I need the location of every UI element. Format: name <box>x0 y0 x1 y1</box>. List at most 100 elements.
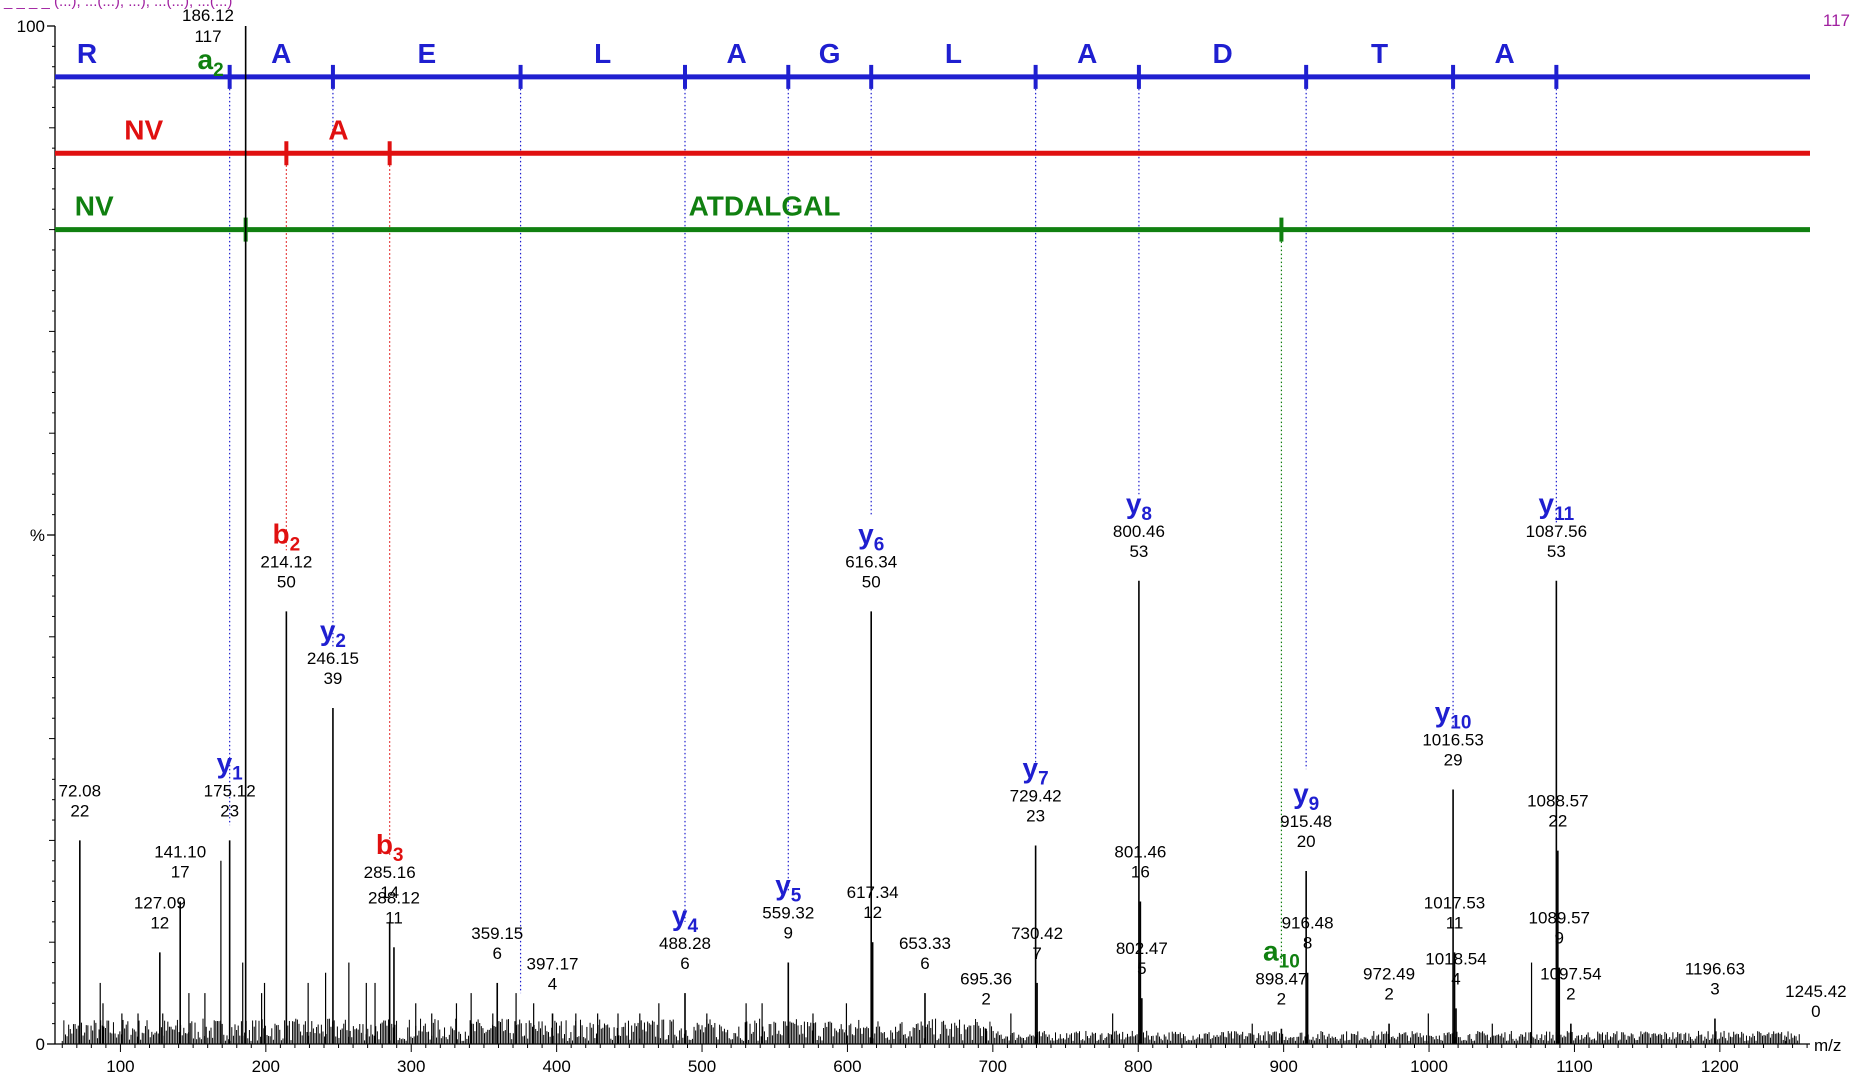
x-tick-label: 900 <box>1269 1057 1297 1073</box>
peak-mz-label: 285.16 <box>364 863 416 882</box>
peak-intensity-label: 4 <box>1451 969 1460 988</box>
residue-label: R <box>77 38 97 69</box>
peak-mz-label: 801.46 <box>1114 842 1166 861</box>
peak-intensity-label: 23 <box>220 801 239 820</box>
ion-label-y6-letter: y <box>858 518 874 549</box>
peak-intensity-label: 6 <box>493 944 502 963</box>
ion-label-y2-subscript: 2 <box>335 631 346 652</box>
ion-label-b3: b3 <box>376 829 404 866</box>
x-tick-label: 400 <box>542 1057 570 1073</box>
ion-label-y11: y11 <box>1539 488 1575 525</box>
ion-label-y5: y5 <box>775 870 802 907</box>
ion-label-a2: a2 <box>198 44 224 81</box>
peak-mz-label: 1097.54 <box>1540 965 1601 984</box>
peak-mz-label: 695.36 <box>960 970 1012 989</box>
ion-label-y7-letter: y <box>1023 752 1039 783</box>
peak-mz-label: 1089.57 <box>1529 909 1590 928</box>
residue-label: A <box>271 38 291 69</box>
x-tick-label: 700 <box>979 1057 1007 1073</box>
peak-mz-label: 729.42 <box>1010 786 1062 805</box>
residue-label: A <box>1495 38 1515 69</box>
sequence-lines: R A E L A G L A D T A NV A NV ATDALGAL a2 <box>55 38 1810 242</box>
ion-label-y10-subscript: 10 <box>1450 713 1471 734</box>
ion-label-y4-letter: y <box>672 900 688 931</box>
peak-mz-label: 141.10 <box>154 842 206 861</box>
peak-intensity-label: 8 <box>1303 934 1312 953</box>
peak-mz-label: 175.12 <box>204 781 256 800</box>
peak-intensity-label: 22 <box>1548 812 1567 831</box>
residue-label: T <box>1371 38 1388 69</box>
y-tick-label: % <box>30 526 45 545</box>
peak-mz-label: 1016.53 <box>1422 731 1483 750</box>
peak-intensity-label: 11 <box>1446 913 1464 932</box>
spectrum-peaks <box>61 26 1800 1044</box>
peak-mz-label: 616.34 <box>845 552 897 571</box>
x-tick-label: 500 <box>688 1057 716 1073</box>
peak-mz-label: 214.12 <box>260 552 312 571</box>
peak-mz-label: 915.48 <box>1280 812 1332 831</box>
peak-mz-label: 653.33 <box>899 934 951 953</box>
ion-label-a2-letter: a <box>198 44 214 75</box>
residue-label: ATDALGAL <box>689 191 841 222</box>
ion-label-y1-subscript: 1 <box>232 763 243 784</box>
ion-label-b2: b2 <box>273 518 301 555</box>
header-top-left: _ _ _ _ (...), ...(...), ...), ...(...),… <box>3 0 232 10</box>
ion-label-y5-letter: y <box>775 870 791 901</box>
residue-label: A <box>727 38 747 69</box>
peak-intensity-label: 16 <box>1131 862 1150 881</box>
peak-mz-label: 916.48 <box>1282 914 1334 933</box>
peak-intensity-label: 50 <box>277 572 296 591</box>
ion-label-a2-subscript: 2 <box>213 60 224 81</box>
ion-label-a10: a10 <box>1263 936 1300 973</box>
ion-label-b2-letter: b <box>273 518 290 549</box>
residue-label: L <box>945 38 962 69</box>
x-tick-label: 800 <box>1124 1057 1152 1073</box>
ion-label-y2-letter: y <box>320 615 336 646</box>
x-tick-label: 1200 <box>1701 1057 1739 1073</box>
peak-mz-label: 488.28 <box>659 934 711 953</box>
peak-intensity-label: 5 <box>1137 959 1146 978</box>
peak-mz-label: 127.09 <box>134 893 186 912</box>
peak-mz-label: 397.17 <box>527 954 579 973</box>
x-tick-label: 200 <box>252 1057 280 1073</box>
peak-intensity-label: 53 <box>1547 542 1566 561</box>
peak-mz-label: 617.34 <box>847 883 899 902</box>
peak-mz-label: 1088.57 <box>1527 792 1588 811</box>
x-tick-label: 1000 <box>1410 1057 1448 1073</box>
peak-intensity-label: 22 <box>70 801 89 820</box>
residue-label: A <box>328 114 348 145</box>
ion-label-y8-letter: y <box>1126 488 1142 519</box>
ion-label-y7-subscript: 7 <box>1038 768 1049 789</box>
y-tick-label: 0 <box>36 1035 45 1054</box>
peak-intensity-label: 39 <box>323 669 342 688</box>
peak-intensity-label: 9 <box>784 924 793 943</box>
ion-label-b3-letter: b <box>376 829 393 860</box>
peak-mz-label: 1017.53 <box>1424 893 1485 912</box>
ion-label-y7: y7 <box>1023 752 1049 789</box>
residue-label: G <box>819 38 841 69</box>
ion-label-y6: y6 <box>858 518 884 555</box>
ion-label-y2: y2 <box>320 615 346 652</box>
peak-intensity-label: 12 <box>150 913 169 932</box>
dotted-connectors <box>229 76 1557 994</box>
peak-intensity-label: 6 <box>680 954 689 973</box>
peak-intensity-label: 2 <box>1277 990 1286 1009</box>
peak-intensity-label: 11 <box>385 908 403 927</box>
peak-mz-label: 1018.54 <box>1425 949 1486 968</box>
ion-label-y10: y10 <box>1435 697 1472 734</box>
top-peak-mz-label: 186.12 <box>182 6 234 25</box>
peak-labels: 72.0822127.0912141.1017175.1223y1214.125… <box>59 488 1847 1021</box>
x-axis-title: m/z <box>1814 1036 1841 1055</box>
peak-intensity-label: 0 <box>1811 1002 1820 1021</box>
peak-mz-label: 730.42 <box>1011 924 1063 943</box>
ion-label-y8: y8 <box>1126 488 1152 525</box>
x-tick-label: 1100 <box>1556 1057 1593 1073</box>
ion-label-y9-letter: y <box>1293 778 1309 809</box>
peak-mz-label: 288.12 <box>368 888 420 907</box>
peak-intensity-label: 2 <box>981 990 990 1009</box>
peak-intensity-label: 6 <box>920 954 929 973</box>
peak-intensity-label: 7 <box>1032 944 1041 963</box>
peak-mz-label: 802.47 <box>1116 939 1168 958</box>
peak-mz-label: 1087.56 <box>1526 522 1587 541</box>
